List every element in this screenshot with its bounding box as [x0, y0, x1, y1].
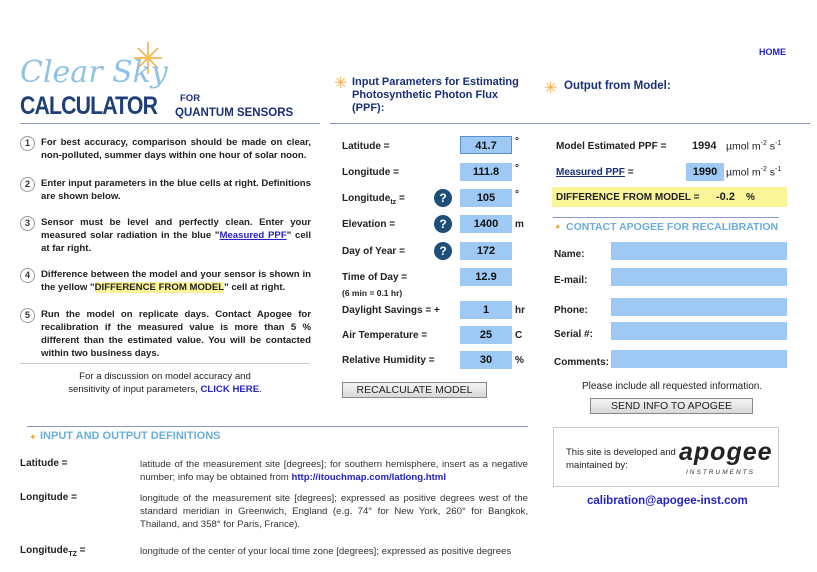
send-info-button[interactable]: SEND INFO TO APOGEE [590, 398, 753, 414]
unit: C [515, 330, 523, 341]
name-label: Name: [554, 249, 585, 260]
step-number: 4 [20, 268, 35, 283]
serial-label: Serial #: [554, 329, 593, 340]
def-longitude-tz-term: LongitudeTZ = [20, 545, 86, 558]
daylight-savings-input[interactable]: 1 [460, 301, 512, 319]
difference-label: DIFFERENCE FROM MODEL = [556, 192, 700, 203]
relative-humidity-label: Relative Humidity = [342, 355, 435, 366]
measured-ppf-link[interactable]: Measured PPF [219, 230, 287, 241]
measured-ppf-label: Measured PPF = [556, 167, 634, 178]
unit: hr [515, 305, 525, 316]
relative-humidity-input[interactable]: 30 [460, 351, 512, 369]
difference-unit: % [746, 192, 755, 203]
help-icon[interactable]: ? [434, 189, 452, 207]
unit: ° [515, 189, 519, 200]
step-4: Difference between the model and your se… [41, 269, 311, 293]
day-of-year-input[interactable]: 172 [460, 242, 512, 260]
step-number: 1 [20, 136, 35, 151]
latitude-label: Latitude = [342, 141, 390, 152]
measured-ppf-link[interactable]: Measured PPF [556, 167, 625, 178]
phone-input[interactable] [611, 298, 787, 316]
home-link[interactable]: HOME [759, 47, 786, 57]
latitude-input[interactable]: 41.7 [460, 136, 512, 154]
longitude-tz-label: Longitudetz = [342, 193, 405, 206]
click-here-link[interactable]: CLICK HERE [200, 384, 260, 395]
apogee-logo-subtitle: INSTRUMENTS [686, 469, 755, 476]
def-longitude-tz-desc: longitude of the center of your local ti… [140, 546, 512, 557]
help-icon[interactable]: ? [434, 242, 452, 260]
time-of-day-note: (6 min = 0.1 hr) [342, 288, 403, 298]
output-header: Output from Model: [564, 80, 671, 92]
def-latitude-desc: latitude of the measurement site [degree… [140, 459, 528, 483]
email-link[interactable]: calibration@apogee-inst.com [587, 495, 748, 507]
email-input[interactable] [611, 268, 787, 286]
unit: % [515, 355, 524, 366]
logo-for: FOR [180, 93, 201, 104]
elevation-input[interactable]: 1400 [460, 215, 512, 233]
definitions-title: INPUT AND OUTPUT DEFINITIONS [40, 430, 221, 442]
unit: m [515, 219, 524, 230]
time-of-day-input[interactable]: 12.9 [460, 268, 512, 286]
longitude-input[interactable]: 111.8 [460, 163, 512, 181]
step-number: 2 [20, 177, 35, 192]
daylight-savings-label: Daylight Savings = + [342, 305, 440, 316]
def-longitude-term: Longitude = [20, 492, 77, 503]
elevation-label: Elevation = [342, 219, 396, 230]
difference-value: -0.2 [716, 191, 735, 203]
comments-label: Comments: [554, 357, 610, 368]
ppf-unit: µmol m-2 s-1 [726, 140, 782, 153]
developer-box: This site is developed and maintained by… [553, 427, 779, 487]
logo-word: CALCULATOR [20, 92, 158, 120]
sparkle-icon: ✳ [544, 80, 558, 97]
step-1: For best accuracy, comparison should be … [41, 137, 311, 161]
step-number: 5 [20, 308, 35, 323]
sparkle-icon: ✦ [554, 222, 562, 232]
model-ppf-value: 1994 [692, 140, 717, 152]
air-temperature-input[interactable]: 25 [460, 326, 512, 344]
name-input[interactable] [611, 242, 787, 260]
star-sparkle-icon [134, 42, 162, 74]
apogee-logo: apogee [679, 438, 773, 466]
time-of-day-label: Time of Day = [342, 272, 408, 283]
unit: ° [515, 163, 519, 174]
ppf-unit: µmol m-2 s-1 [726, 166, 782, 179]
contact-title: CONTACT APOGEE FOR RECALIBRATION [566, 221, 779, 233]
step-2: Enter input parameters in the blue cells… [41, 178, 311, 202]
email-label: E-mail: [554, 275, 588, 286]
day-of-year-label: Day of Year = [342, 246, 405, 257]
logo-script: Clear Sky [20, 55, 168, 90]
def-longitude-desc: longitude of the measurement site [degre… [140, 493, 528, 530]
sparkle-icon: ✳ [334, 75, 348, 92]
unit: ° [515, 136, 519, 147]
step-number: 3 [20, 216, 35, 231]
developer-text: This site is developed and maintained by… [566, 447, 676, 471]
discussion-text: For a discussion on model accuracy and s… [68, 371, 262, 395]
measured-ppf-input[interactable]: 1990 [686, 163, 724, 181]
recalculate-button[interactable]: RECALCULATE MODEL [342, 382, 487, 398]
sparkle-icon: ✦ [29, 432, 37, 442]
serial-input[interactable] [611, 322, 787, 340]
def-latitude-term: Latitude = [20, 458, 68, 469]
model-ppf-label: Model Estimated PPF = [556, 141, 667, 152]
longitude-label: Longitude = [342, 167, 399, 178]
input-header: Input Parameters for Estimating Photosyn… [352, 76, 519, 114]
itouchmap-link[interactable]: http://itouchmap.com/latlong.html [291, 472, 447, 483]
air-temperature-label: Air Temperature = [342, 330, 428, 341]
step-5: Run the model on replicate days. Contact… [41, 309, 311, 359]
logo-subtitle: QUANTUM SENSORS [175, 107, 294, 119]
comments-input[interactable] [611, 350, 787, 368]
help-icon[interactable]: ? [434, 215, 452, 233]
phone-label: Phone: [554, 305, 588, 316]
step-3: Sensor must be level and perfectly clean… [41, 217, 311, 254]
difference-cell: DIFFERENCE FROM MODEL = -0.2 % [552, 187, 787, 207]
contact-note: Please include all requested information… [582, 381, 763, 392]
logo: Clear Sky CALCULATOR [20, 40, 180, 122]
longitude-tz-input[interactable]: 105 [460, 189, 512, 207]
